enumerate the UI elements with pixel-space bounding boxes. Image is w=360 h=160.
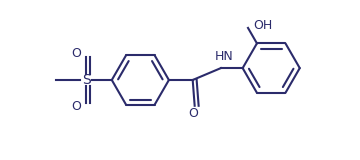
- Text: OH: OH: [253, 20, 273, 32]
- Text: HN: HN: [215, 50, 233, 63]
- Text: O: O: [72, 100, 81, 113]
- Text: O: O: [72, 47, 81, 60]
- Text: O: O: [188, 107, 198, 120]
- Text: S: S: [82, 73, 90, 87]
